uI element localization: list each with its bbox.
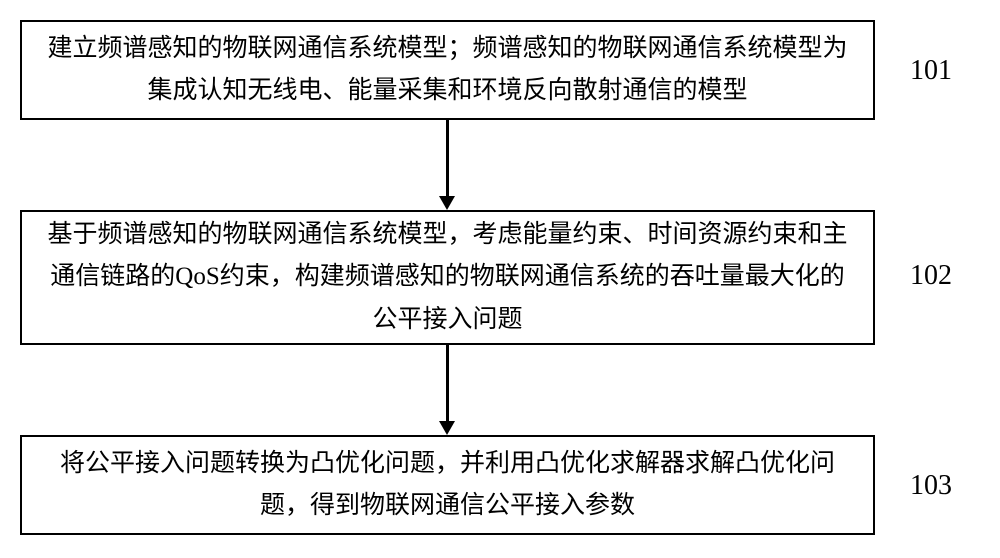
node-label-101: 101: [910, 55, 952, 87]
edge-arrowhead: [439, 421, 455, 435]
node-label-103: 103: [910, 470, 952, 502]
node-text: 基于频谱感知的物联网通信系统模型，考虑能量约束、时间资源约束和主通信链路的QoS…: [38, 214, 857, 342]
edge-line: [446, 120, 449, 196]
node-text: 将公平接入问题转换为凸优化问题，并利用凸优化求解器求解凸优化问题，得到物联网通信…: [38, 443, 857, 528]
flowchart-node-103: 将公平接入问题转换为凸优化问题，并利用凸优化求解器求解凸优化问题，得到物联网通信…: [20, 435, 875, 535]
flowchart-canvas: 建立频谱感知的物联网通信系统模型；频谱感知的物联网通信系统模型为集成认知无线电、…: [0, 0, 1000, 558]
flowchart-node-101: 建立频谱感知的物联网通信系统模型；频谱感知的物联网通信系统模型为集成认知无线电、…: [20, 20, 875, 120]
node-label-102: 102: [910, 260, 952, 292]
edge-arrowhead: [439, 196, 455, 210]
node-text: 建立频谱感知的物联网通信系统模型；频谱感知的物联网通信系统模型为集成认知无线电、…: [38, 28, 857, 113]
flowchart-node-102: 基于频谱感知的物联网通信系统模型，考虑能量约束、时间资源约束和主通信链路的QoS…: [20, 210, 875, 345]
edge-line: [446, 345, 449, 421]
